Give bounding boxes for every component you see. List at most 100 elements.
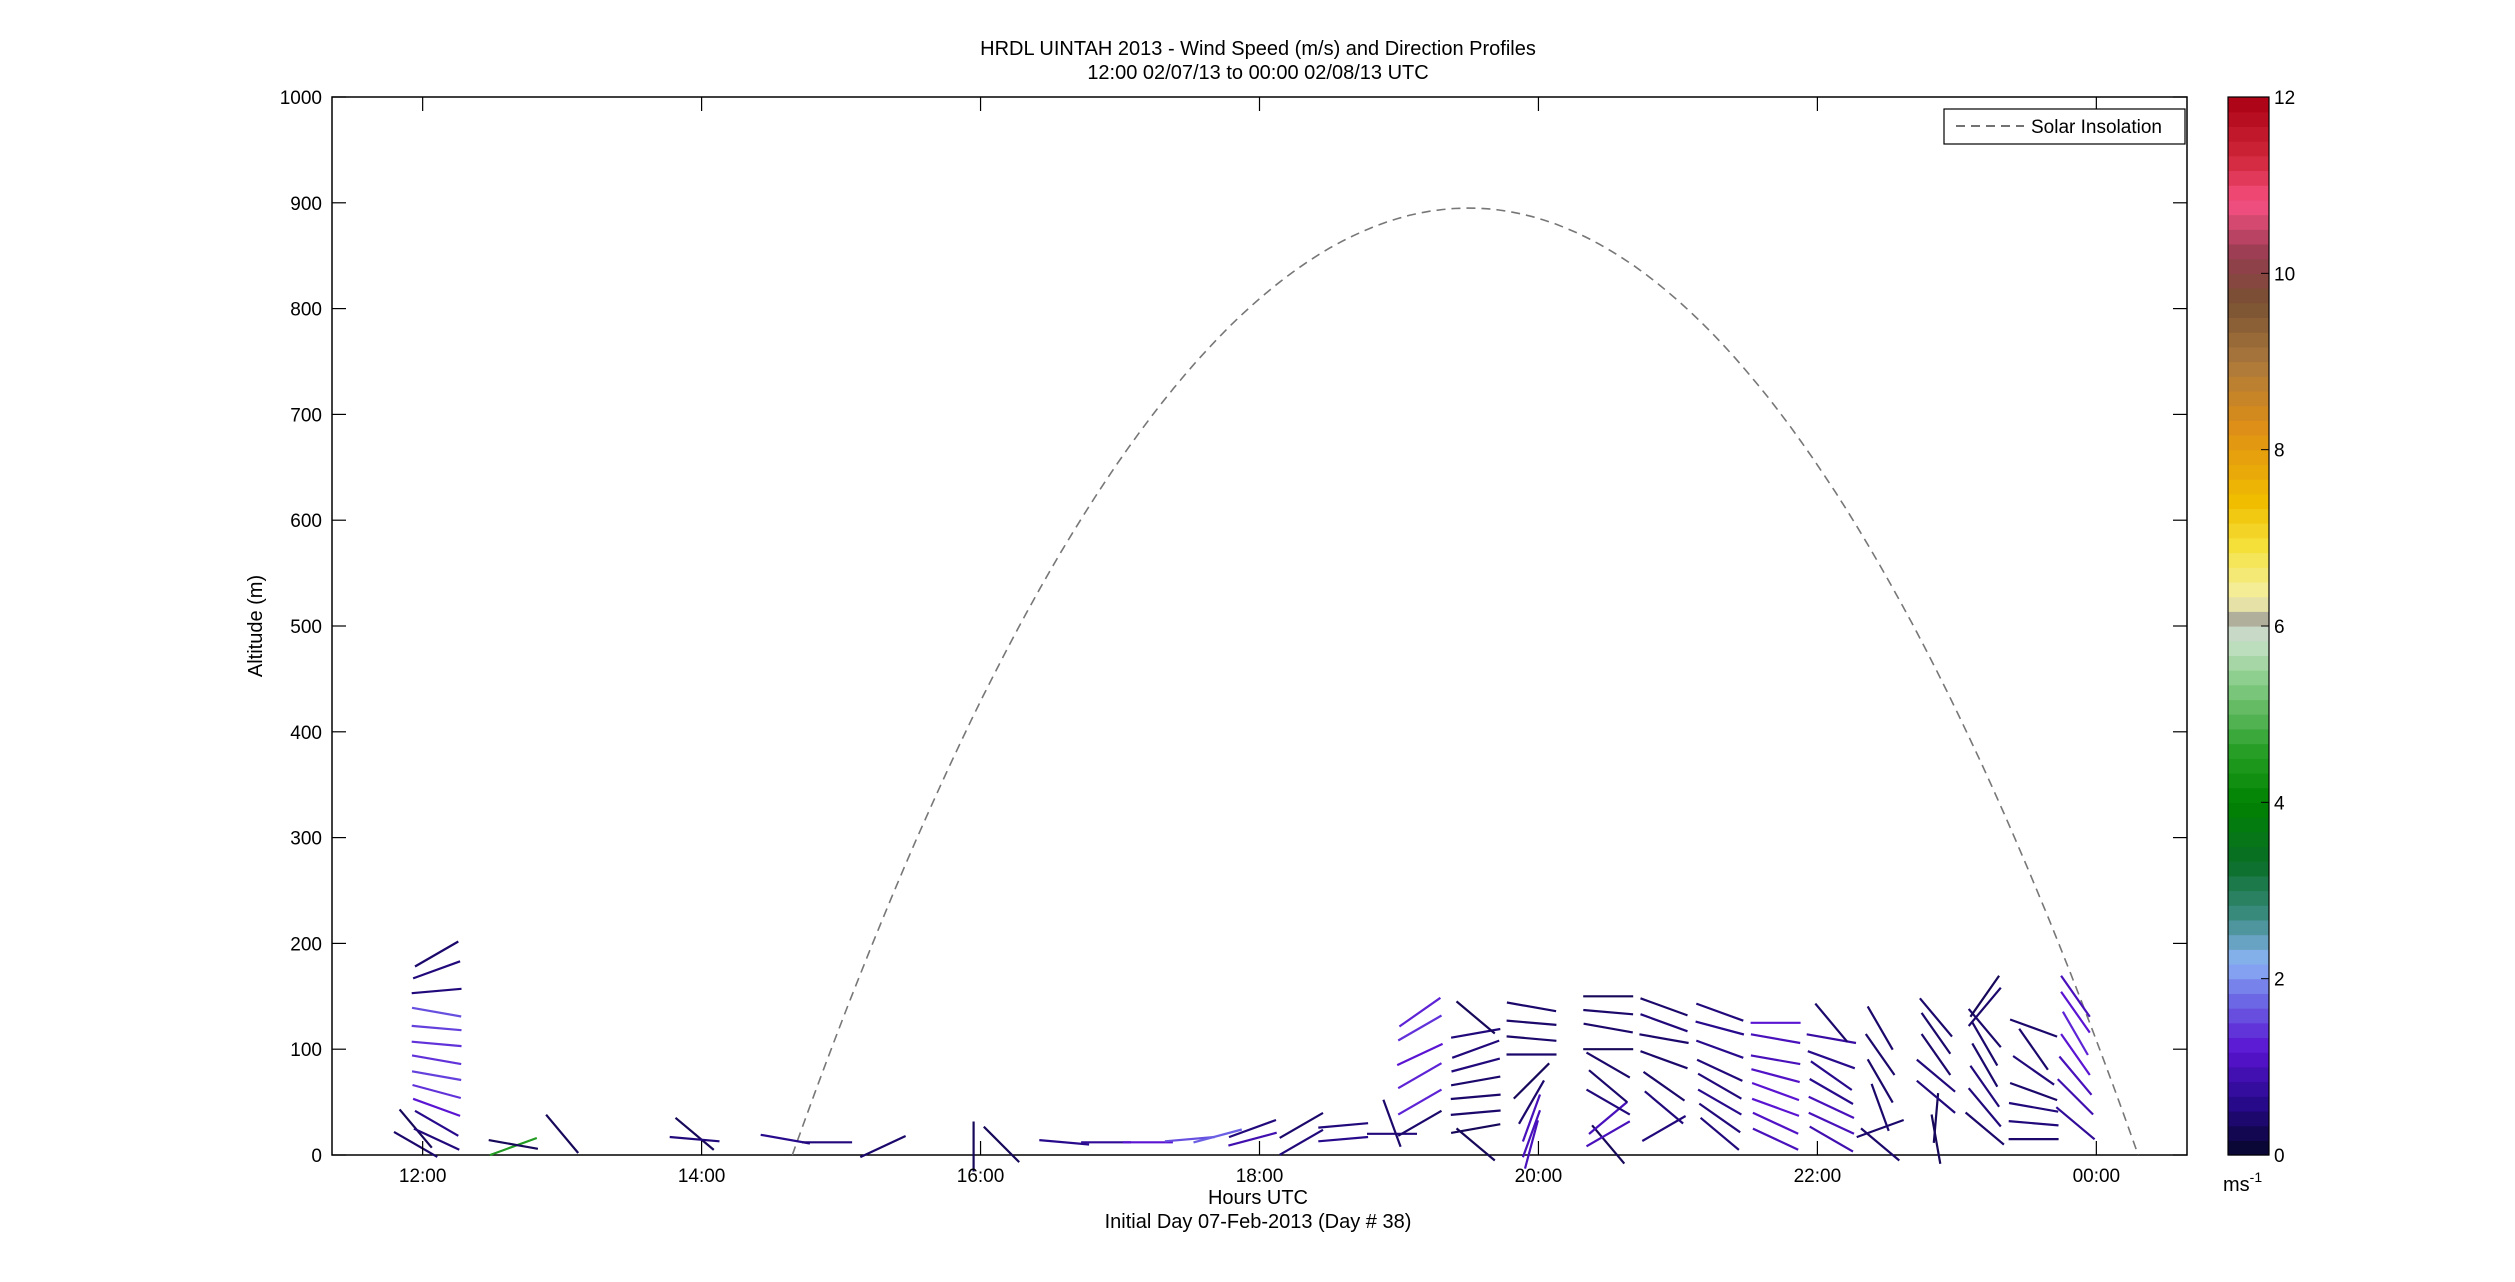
- colorbar-band: [2228, 1081, 2269, 1097]
- wind-vector: [1640, 1050, 1688, 1070]
- colorbar-band: [2228, 758, 2269, 774]
- wind-vector: [2060, 1033, 2091, 1076]
- wind-vector: [1450, 1093, 1501, 1101]
- wind-vector: [1810, 1060, 1853, 1091]
- wind-vector: [2008, 1120, 2059, 1127]
- wind-vector: [1397, 1014, 1443, 1042]
- wind-vector: [1695, 1039, 1744, 1059]
- wind-vector: [1930, 1114, 1942, 1164]
- colorbar-band: [2228, 155, 2269, 172]
- colorbar-band: [2228, 376, 2269, 392]
- colorbar-tick-label: 8: [2274, 441, 2285, 462]
- wind-vector: [1639, 1033, 1689, 1045]
- wind-vector: [1455, 1127, 1496, 1162]
- x-tick-label: 00:00: [2073, 1166, 2121, 1187]
- wind-vector: [1640, 1013, 1688, 1033]
- colorbar-band: [2228, 229, 2269, 245]
- wind-vector: [1750, 1054, 1801, 1066]
- colorbar-band: [2228, 537, 2269, 554]
- wind-vector: [1523, 1120, 1539, 1169]
- wind-vector: [1228, 1131, 1277, 1147]
- y-tick-label: 600: [290, 511, 322, 532]
- wind-vector: [1397, 1062, 1443, 1090]
- wind-vector: [1806, 1033, 1857, 1045]
- wind-vector: [1870, 1083, 1890, 1132]
- x-axis: 12:00 14:00 16:00 18:00 20:00 22:00 00:00: [399, 97, 2120, 1187]
- colorbar-band: [2228, 817, 2269, 833]
- wind-vector: [1506, 1019, 1557, 1026]
- x-tick-label: 18:00: [1236, 1166, 1284, 1187]
- wind-vector: [1808, 1111, 1855, 1135]
- colorbar-band: [2228, 273, 2269, 289]
- wind-vector: [1967, 1087, 2002, 1128]
- colorbar-band: [2228, 302, 2269, 319]
- wind-vector: [411, 987, 462, 995]
- colorbar-band: [2228, 919, 2269, 936]
- wind-vector: [545, 1113, 580, 1154]
- wind-vector: [1695, 1002, 1744, 1022]
- wind-vector: [1814, 1002, 1849, 1043]
- wind-vector: [2061, 1011, 2089, 1056]
- y-axis-label: Altitude (m): [245, 575, 267, 677]
- colorbar-band: [2228, 640, 2269, 656]
- wind-vector: [1971, 1042, 1999, 1088]
- wind-vector: [1039, 1139, 1090, 1146]
- wind-vector: [1751, 1097, 1800, 1117]
- colorbar-band: [2228, 390, 2269, 407]
- wind-vector: [1585, 1120, 1631, 1148]
- colorbar-band: [2228, 699, 2269, 715]
- wind-vector: [1583, 1022, 1633, 1034]
- wind-vector: [1916, 1058, 1956, 1093]
- legend-box: [1943, 108, 2186, 145]
- wind-vector: [1450, 1123, 1501, 1134]
- colorbar-unit: ms: [2223, 1174, 2250, 1196]
- wind-vector: [983, 1125, 1020, 1163]
- wind-vector: [1318, 1122, 1369, 1129]
- wind-vector: [1696, 1058, 1743, 1082]
- colorbar-band: [2228, 1052, 2269, 1068]
- colorbar-tick-label: 2: [2274, 970, 2285, 991]
- wind-vector: [1279, 1128, 1324, 1156]
- colorbar-tick-label: 10: [2274, 264, 2295, 285]
- wind-vector: [1751, 1081, 1800, 1102]
- y-tick-label: 100: [290, 1040, 322, 1061]
- wind-vector: [1920, 1012, 1952, 1055]
- wind-vector: [1807, 1050, 1856, 1070]
- x-tick-label: 20:00: [1515, 1166, 1563, 1187]
- wind-vector: [1856, 1118, 1905, 1139]
- colorbar-band: [2228, 846, 2269, 862]
- colorbar-band: [2228, 199, 2269, 216]
- solar-insolation-curve: [791, 207, 2139, 1156]
- wind-vector: [414, 940, 459, 968]
- wind-vector: [393, 1130, 438, 1158]
- colorbar-ticks: 0 2 4 6 8 10 12: [2261, 88, 2295, 1167]
- wind-vector: [1585, 1088, 1631, 1116]
- wind-vector: [412, 1083, 462, 1100]
- colorbar-band: [2228, 1110, 2269, 1127]
- wind-vector: [1969, 975, 2001, 1018]
- wind-vector: [1642, 1070, 1686, 1102]
- wind-vector: [2012, 1055, 2055, 1086]
- wind-vector: [1932, 1093, 1940, 1143]
- colorbar-band: [2228, 258, 2269, 274]
- wind-vector: [1697, 1088, 1742, 1116]
- colorbar-band: [2228, 875, 2269, 892]
- colorbar-band: [2228, 993, 2269, 1009]
- colorbar-tick-label: 6: [2274, 617, 2285, 638]
- colorbar-band: [2228, 890, 2269, 906]
- wind-vector: [1164, 1135, 1215, 1143]
- y-axis: 0 100 200 300 400 500 600 700 800 900 1000: [280, 88, 2187, 1167]
- x-tick-label: 22:00: [1794, 1166, 1842, 1187]
- colorbar-band: [2228, 185, 2269, 201]
- colorbar-band: [2228, 1037, 2269, 1053]
- colorbar-band: [2228, 655, 2269, 671]
- colorbar-band: [2228, 934, 2269, 950]
- colorbar-band: [2228, 1008, 2269, 1024]
- colorbar-band: [2228, 714, 2269, 730]
- wind-vector: [1919, 997, 1953, 1038]
- colorbar-band: [2228, 1140, 2269, 1156]
- wind-vector: [674, 1116, 715, 1151]
- colorbar-band: [2228, 111, 2269, 127]
- colorbar-band: [2228, 611, 2269, 627]
